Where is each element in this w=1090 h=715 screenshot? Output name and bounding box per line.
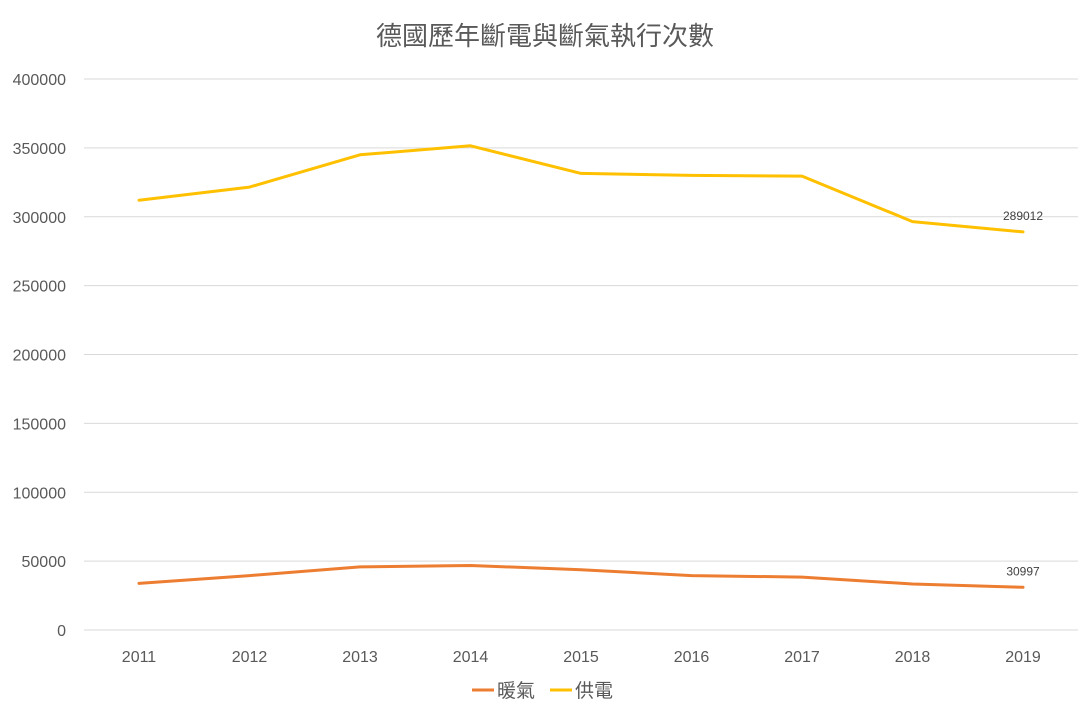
x-tick-label: 2018 [895,649,931,666]
y-tick-label: 300000 [13,210,66,227]
y-tick-label: 200000 [13,348,66,365]
y-axis-ticks: 0 50000 100000 150000 200000 250000 300000 3500… [13,72,66,640]
y-tick-label: 400000 [13,72,66,89]
x-tick-label: 2019 [1005,649,1041,666]
data-label: 289012 [1003,209,1043,223]
x-axis-ticks: 2011 2012 2013 2014 2015 2016 2017 2018 2019 [122,649,1041,666]
series-lines [137,144,1025,589]
gridlines [84,78,1078,631]
legend-item-heating[interactable]: 暖氣 [472,680,535,702]
legend[interactable]: 暖氣 供電 [472,680,613,702]
x-tick-label: 2015 [563,649,599,666]
series-line-heating [137,564,1025,589]
x-tick-label: 2016 [674,649,710,666]
x-tick-label: 2012 [232,649,268,666]
y-tick-label: 100000 [13,485,66,502]
chart-title: 德國歷年斷電與斷氣執行次數 [376,22,714,52]
legend-label: 暖氣 [497,680,535,702]
y-tick-label: 0 [57,623,66,640]
y-tick-label: 50000 [22,554,67,571]
series-line-electricity [137,144,1025,234]
legend-item-electricity[interactable]: 供電 [550,680,613,702]
x-tick-label: 2011 [122,649,157,666]
x-tick-label: 2013 [342,649,378,666]
legend-label: 供電 [575,680,613,702]
y-tick-label: 350000 [13,141,66,158]
y-tick-label: 150000 [13,416,66,433]
x-tick-label: 2014 [453,649,489,666]
x-tick-label: 2017 [784,649,820,666]
y-tick-label: 250000 [13,279,66,296]
data-label: 30997 [1006,564,1040,578]
data-labels: 30997 289012 [1003,209,1043,578]
